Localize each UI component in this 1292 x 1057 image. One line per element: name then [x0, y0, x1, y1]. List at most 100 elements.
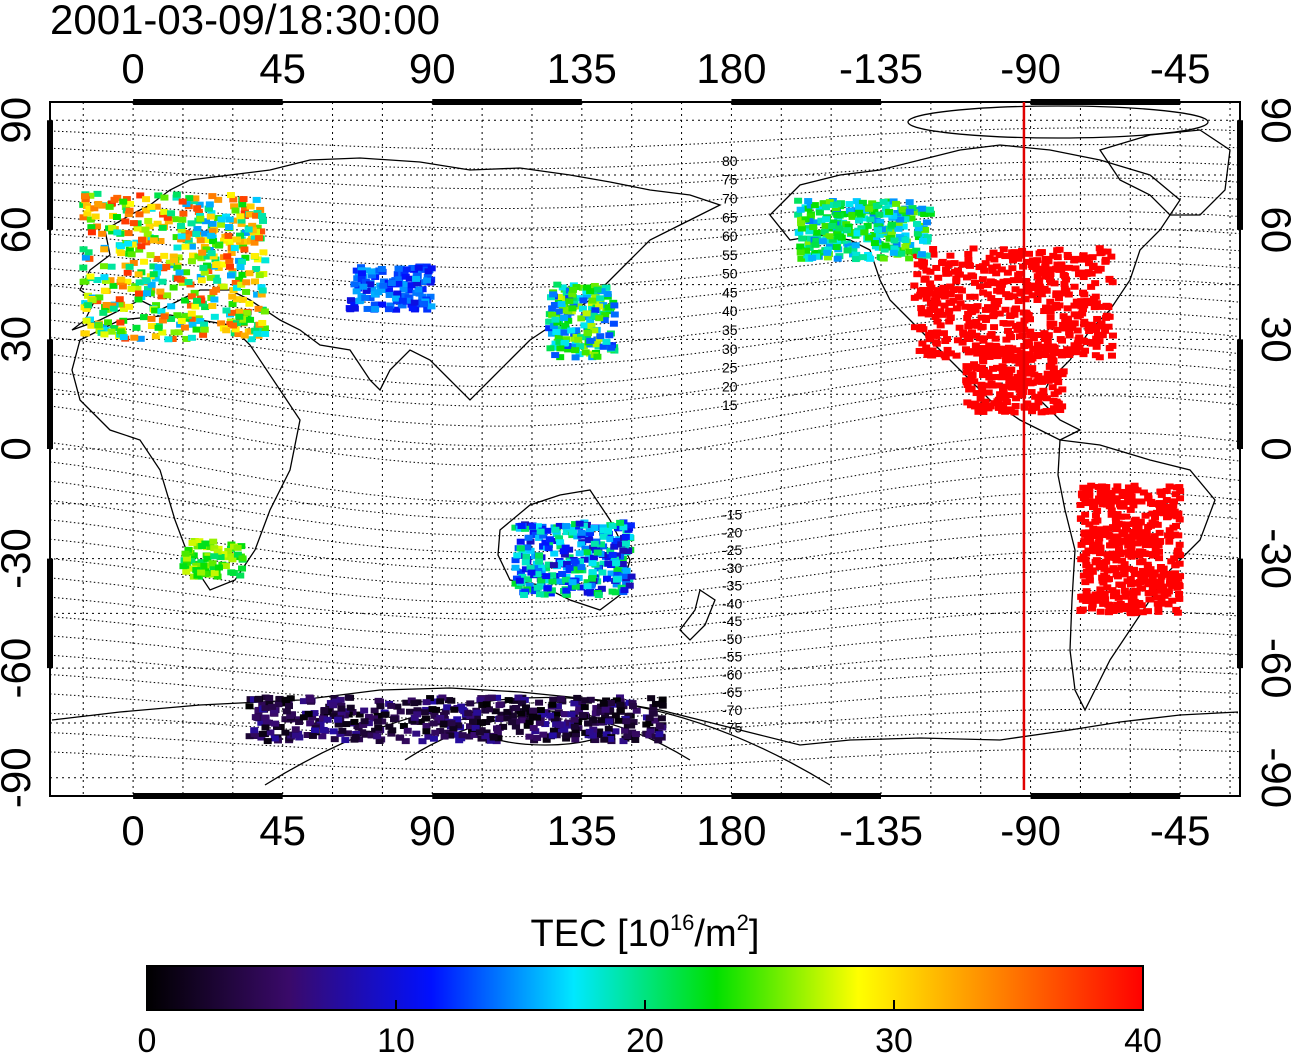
tec-cell	[1138, 567, 1147, 574]
tec-cell	[510, 697, 519, 704]
tec-cell	[561, 322, 570, 329]
tec-cell	[127, 251, 136, 258]
tec-cell	[583, 583, 592, 590]
tec-cell	[420, 266, 429, 273]
tec-cell	[829, 219, 838, 226]
tec-cell	[83, 210, 92, 217]
lat-tick-label-right: -90	[1253, 747, 1292, 808]
tec-cell	[414, 264, 423, 271]
tec-cell	[245, 300, 254, 307]
tec-cell	[350, 719, 359, 726]
tec-cell	[522, 704, 531, 711]
tec-cell	[922, 219, 931, 226]
tec-cell	[625, 582, 634, 589]
tec-cell	[524, 534, 533, 541]
tec-cell	[548, 305, 557, 312]
tec-cell	[1035, 277, 1044, 284]
tec-cell	[866, 255, 875, 262]
tec-cell	[926, 210, 935, 217]
tec-cell	[843, 240, 852, 247]
tec-cell	[1077, 515, 1086, 522]
tec-cell	[1095, 564, 1104, 571]
tec-cell	[1093, 507, 1102, 514]
tec-cell	[357, 267, 366, 274]
tec-cell	[590, 327, 599, 334]
tec-cell	[258, 701, 267, 708]
tec-cell	[902, 212, 911, 219]
tec-cell	[526, 538, 535, 545]
lat-tick-label-left: -30	[0, 528, 39, 589]
tec-cell	[1023, 258, 1032, 265]
tec-cell	[482, 719, 491, 726]
tec-cell	[381, 711, 390, 718]
colorbar-ticks: 0 10 20 30 40	[138, 1000, 1162, 1057]
tec-cell	[1127, 553, 1136, 560]
tec-cell	[123, 278, 132, 285]
tec-cell	[556, 543, 565, 550]
tec-cell	[977, 404, 986, 411]
tec-cell	[81, 196, 90, 203]
tec-cell	[466, 700, 475, 707]
tec-cell	[385, 723, 394, 730]
tec-cell	[970, 378, 979, 385]
tec-cell	[143, 231, 152, 238]
tec-cell	[657, 715, 666, 722]
tec-cell	[938, 260, 947, 267]
tec-cell	[543, 527, 552, 534]
tec-cell	[860, 215, 869, 222]
tec-cell	[848, 211, 857, 218]
tec-cell	[1126, 547, 1135, 554]
tec-cell	[797, 225, 806, 232]
tec-cell	[561, 339, 570, 346]
tec-cell	[1053, 261, 1062, 268]
tec-cell	[1006, 312, 1015, 319]
tec-cell	[599, 527, 608, 534]
tec-cell	[431, 729, 440, 736]
tec-cell	[969, 273, 978, 280]
tec-cell	[845, 207, 854, 214]
tec-cell	[806, 213, 815, 220]
tec-cell	[1110, 536, 1119, 543]
tec-cell	[188, 321, 197, 328]
lat-tick-label-left: -90	[0, 747, 39, 808]
tec-cell	[94, 200, 103, 207]
tec-cell	[119, 198, 128, 205]
tec-cell	[916, 326, 925, 333]
tec-cell	[177, 276, 186, 283]
tec-cell	[833, 201, 842, 208]
tec-cell	[966, 293, 975, 300]
tec-cell	[1049, 358, 1058, 365]
tec-cell	[220, 261, 229, 268]
tec-cell	[794, 211, 803, 218]
tec-cell	[998, 363, 1007, 370]
tec-cell	[358, 729, 367, 736]
tec-cell	[135, 279, 144, 286]
tec-cell	[1107, 507, 1116, 514]
tec-cell	[151, 275, 160, 282]
tec-cell	[470, 731, 479, 738]
tec-cell	[962, 346, 971, 353]
tec-cell	[1095, 550, 1104, 557]
tec-cell	[804, 205, 813, 212]
tec-cell	[134, 290, 143, 297]
lon-tick-label-bottom: -45	[1150, 807, 1211, 854]
tec-cell	[569, 301, 578, 308]
tec-cell	[1121, 526, 1130, 533]
tec-cell	[1078, 256, 1087, 263]
tec-cell	[236, 232, 245, 239]
tec-cell	[1142, 529, 1151, 536]
tec-cell	[1034, 332, 1043, 339]
tec-cell	[197, 297, 206, 304]
tec-cell	[197, 559, 206, 566]
tec-cell	[1049, 365, 1058, 372]
tec-cell	[141, 207, 150, 214]
tec-cell	[823, 249, 832, 256]
tec-cell	[582, 284, 591, 291]
contour-line	[50, 669, 1240, 704]
tec-cell	[1016, 288, 1025, 295]
tec-cell	[577, 315, 586, 322]
tec-cell	[1077, 541, 1086, 548]
tec-cell	[575, 708, 584, 715]
tec-cell	[985, 342, 994, 349]
tec-cell	[360, 707, 369, 714]
